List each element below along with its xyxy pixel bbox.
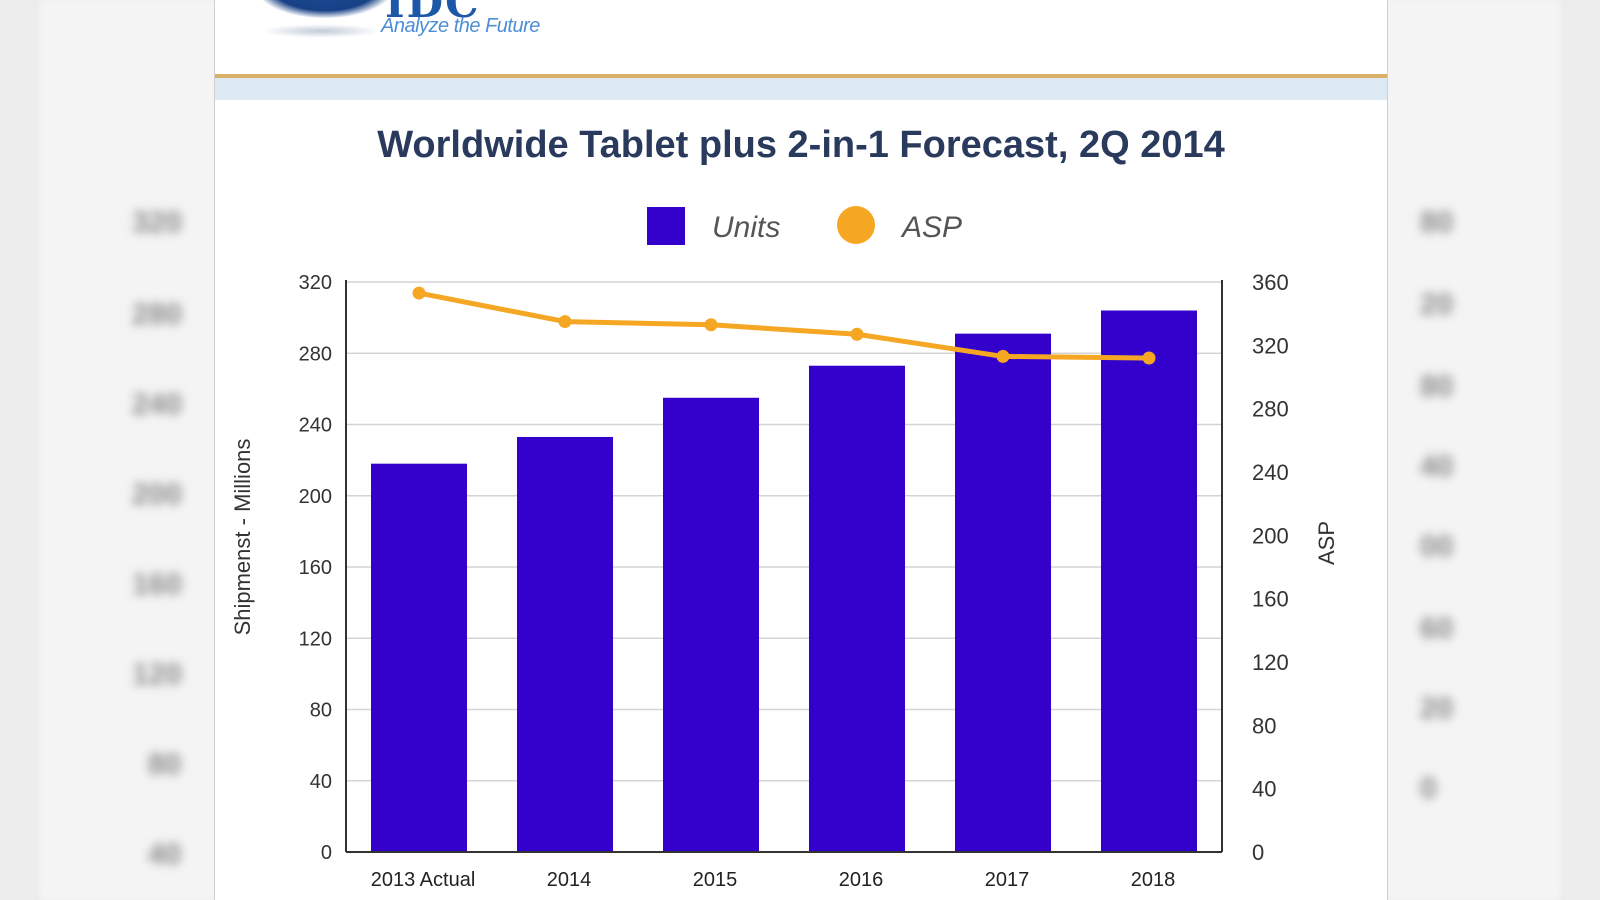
x-tick-label: 2017 bbox=[985, 869, 1030, 891]
bar-units bbox=[517, 436, 613, 852]
y2-tick-label: 160 bbox=[1252, 587, 1289, 612]
y2-tick-label: 200 bbox=[1252, 523, 1289, 548]
y-axis-title: Shipmenst - Millions bbox=[230, 439, 255, 636]
point-asp bbox=[558, 315, 572, 329]
y-tick-label: 80 bbox=[310, 700, 332, 722]
y2-tick-label: 120 bbox=[1252, 650, 1289, 675]
point-asp bbox=[1142, 351, 1156, 365]
bar-units bbox=[663, 397, 759, 852]
point-asp bbox=[996, 349, 1010, 363]
x-tick-label: 2013 Actual bbox=[371, 869, 476, 891]
y2-tick-label: 240 bbox=[1252, 460, 1289, 485]
ghost-tick: 40 bbox=[1420, 450, 1454, 483]
ghost-tick: 20 bbox=[1420, 288, 1454, 321]
ghost-tick: 80 bbox=[1420, 206, 1454, 239]
x-tick-label: 2018 bbox=[1131, 869, 1176, 891]
ghost-tick: 200 bbox=[132, 478, 183, 511]
logo-tagline: Analyze the Future bbox=[381, 15, 540, 37]
idc-logo-icon bbox=[255, 0, 395, 18]
point-asp bbox=[704, 318, 718, 332]
bar-units bbox=[371, 463, 467, 852]
legend-units-label: Units bbox=[712, 211, 780, 244]
y-tick-label: 40 bbox=[310, 771, 332, 793]
x-tick-label: 2014 bbox=[547, 869, 592, 891]
y-tick-label: 200 bbox=[299, 486, 332, 508]
ghost-tick: 60 bbox=[1420, 612, 1454, 645]
bar-units bbox=[1101, 310, 1197, 852]
header-band bbox=[215, 78, 1387, 100]
ghost-tick: 280 bbox=[132, 298, 183, 331]
ghost-tick: 00 bbox=[1420, 530, 1454, 563]
y-tick-label: 240 bbox=[299, 415, 332, 437]
header-divider bbox=[215, 74, 1387, 78]
series-line-asp bbox=[418, 290, 1150, 361]
y2-tick-label: 80 bbox=[1252, 713, 1276, 738]
ghost-tick: 240 bbox=[132, 388, 183, 421]
point-asp bbox=[412, 286, 426, 300]
ghost-tick: 0 bbox=[1420, 772, 1437, 805]
y2-tick-label: 360 bbox=[1252, 270, 1289, 295]
legend-asp-label: ASP bbox=[900, 211, 962, 244]
bar-units bbox=[955, 333, 1051, 852]
point-asp bbox=[850, 327, 864, 341]
y-tick-label: 160 bbox=[299, 557, 332, 579]
y-tick-label: 320 bbox=[299, 272, 332, 294]
y-tick-label: 0 bbox=[321, 842, 332, 864]
x-tick-label: 2015 bbox=[693, 869, 738, 891]
x-tick-label: 2016 bbox=[839, 869, 884, 891]
ghost-tick: 120 bbox=[132, 658, 183, 691]
legend-units-swatch bbox=[647, 207, 685, 245]
ghost-tick: 160 bbox=[132, 568, 183, 601]
y2-tick-label: 280 bbox=[1252, 397, 1289, 422]
logo-letters: IDC bbox=[385, 0, 481, 27]
y-tick-label: 280 bbox=[299, 343, 332, 365]
chart-title: Worldwide Tablet plus 2-in-1 Forecast, 2… bbox=[377, 124, 1225, 166]
ghost-tick: 80 bbox=[1420, 370, 1454, 403]
y2-tick-label: 320 bbox=[1252, 333, 1289, 358]
ghost-tick: 80 bbox=[148, 748, 182, 781]
ghost-tick: 20 bbox=[1420, 692, 1454, 725]
y2-tick-label: 40 bbox=[1252, 777, 1276, 802]
logo-shadow bbox=[261, 24, 381, 38]
legend-asp-swatch bbox=[837, 206, 875, 244]
y-tick-label: 120 bbox=[299, 628, 332, 650]
ghost-tick: 40 bbox=[148, 838, 182, 871]
y2-axis-title: ASP bbox=[1314, 521, 1339, 565]
header: IDC Analyze the Future bbox=[215, 0, 1387, 76]
y2-tick-label: 0 bbox=[1252, 840, 1264, 865]
bar-units bbox=[809, 365, 905, 852]
ghost-tick: 320 bbox=[132, 206, 183, 239]
